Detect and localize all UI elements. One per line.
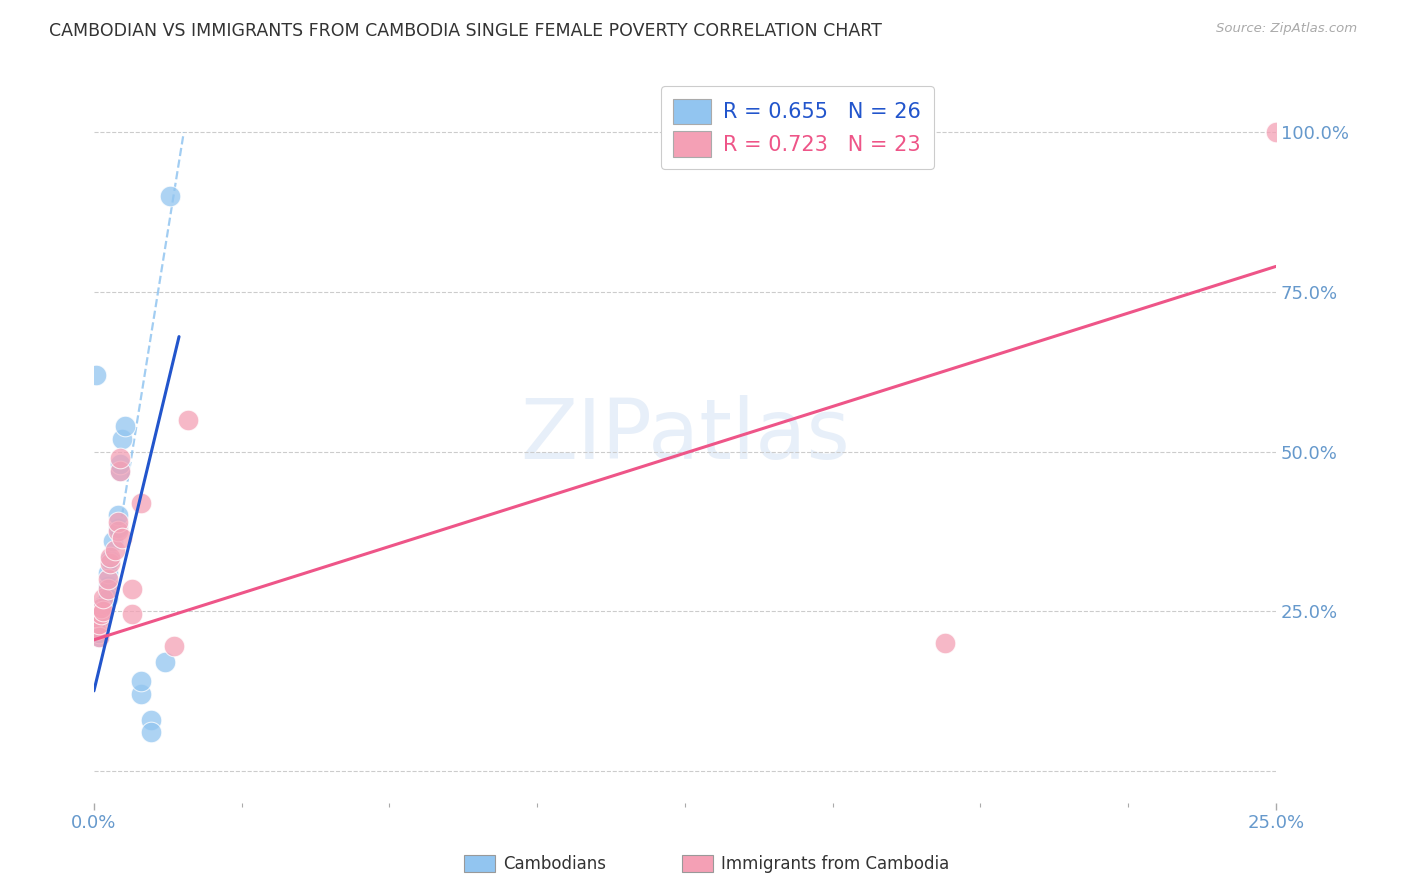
Point [104,543,127,558]
Point [90,610,112,624]
Point [129,495,152,509]
Point [163,639,186,653]
Point [84,610,107,624]
Point [84,624,107,638]
Point [84,368,107,382]
Point [121,582,143,596]
Point [97,578,120,592]
Point [87,630,110,644]
Point [107,508,129,523]
Point [153,655,176,669]
Point [129,687,152,701]
Point [97,582,120,596]
Point [934,636,956,650]
Point [87,616,110,631]
Point [100,553,122,567]
Point [90,604,112,618]
Point [93,598,115,612]
Point [114,419,136,434]
Point [97,572,120,586]
Point [129,674,152,689]
Point [97,585,120,599]
Point [90,607,112,622]
Point [93,591,115,606]
Point [100,549,122,564]
Text: Cambodians: Cambodians [503,855,606,873]
Point [107,524,129,539]
Text: Source: ZipAtlas.com: Source: ZipAtlas.com [1216,22,1357,36]
Point [121,607,143,622]
Point [1265,125,1288,139]
Point [101,533,124,548]
Text: ZIPatlas: ZIPatlas [520,395,849,476]
Point [111,432,134,446]
Point [90,601,112,615]
Point [87,626,110,640]
Point [177,412,200,426]
Point [111,531,134,545]
Point [108,464,131,478]
Point [97,591,120,606]
Point [100,556,122,570]
Text: Immigrants from Cambodia: Immigrants from Cambodia [721,855,949,873]
Point [108,464,131,478]
Point [84,626,107,640]
Legend: R = 0.655   N = 26, R = 0.723   N = 23: R = 0.655 N = 26, R = 0.723 N = 23 [661,87,934,169]
Point [107,521,129,535]
Point [97,582,120,596]
Text: CAMBODIAN VS IMMIGRANTS FROM CAMBODIA SINGLE FEMALE POVERTY CORRELATION CHART: CAMBODIAN VS IMMIGRANTS FROM CAMBODIA SI… [49,22,882,40]
Point [97,566,120,580]
Point [139,713,162,727]
Point [93,604,115,618]
Point [159,189,181,203]
Point [139,725,162,739]
Point [108,457,131,471]
Point [107,515,129,529]
Point [87,630,110,644]
Point [108,450,131,465]
